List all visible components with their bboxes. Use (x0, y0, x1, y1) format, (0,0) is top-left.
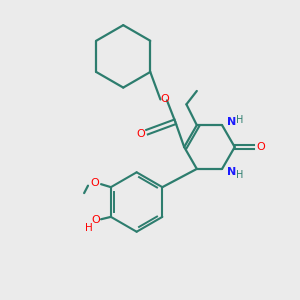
Text: O: O (136, 129, 145, 139)
Text: H: H (236, 170, 244, 180)
Text: O: O (160, 94, 169, 104)
Text: O: O (90, 178, 99, 188)
Text: H: H (85, 223, 92, 233)
Text: O: O (256, 142, 265, 152)
Text: O: O (92, 215, 100, 225)
Text: N: N (227, 117, 236, 127)
Text: H: H (236, 115, 244, 125)
Text: N: N (227, 167, 236, 177)
